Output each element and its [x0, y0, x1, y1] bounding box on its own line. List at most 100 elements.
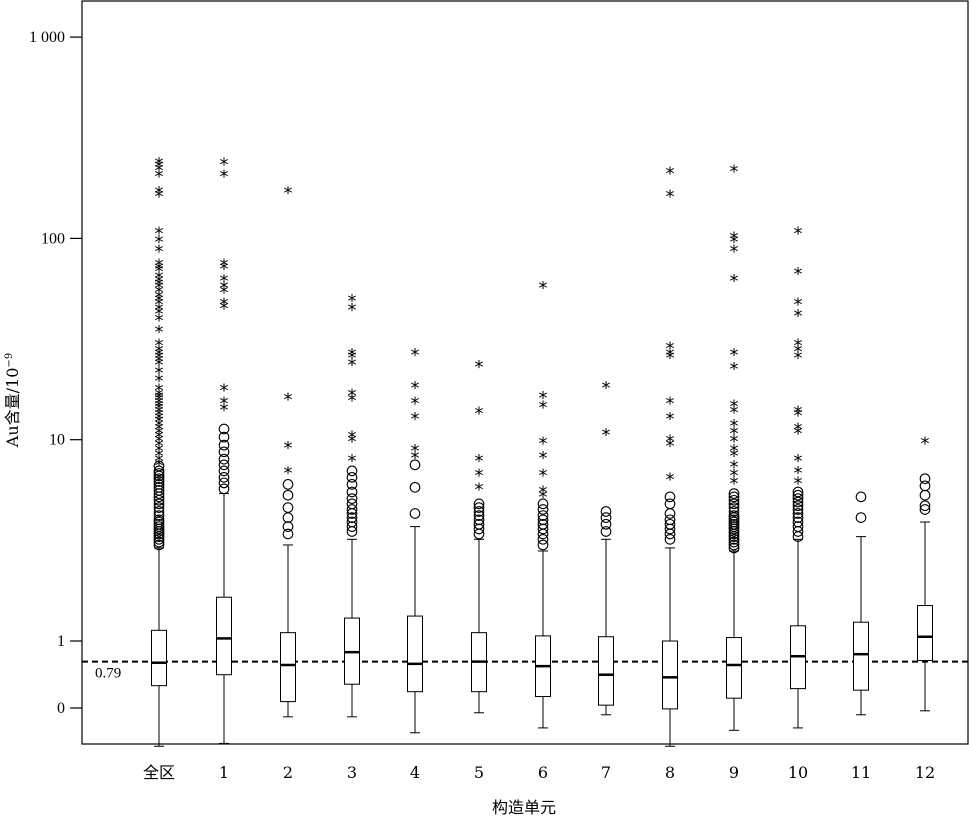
- outlier-12-3: [919, 480, 931, 492]
- outlier-5-5: [473, 506, 485, 517]
- extreme-0-1: *: [155, 451, 164, 472]
- extreme-0-38: *: [155, 275, 164, 296]
- extreme-0-19: *: [155, 385, 164, 406]
- boxplot-series: ****************************************…: [151, 154, 933, 747]
- extreme-9-15: *: [730, 229, 739, 250]
- extreme-6-3: *: [539, 448, 548, 469]
- extreme-10-8: *: [794, 342, 803, 363]
- extreme-0-36: *: [155, 283, 164, 304]
- outlier-0-18: [153, 485, 165, 496]
- extreme-0-41: *: [155, 262, 164, 283]
- box-8: [662, 640, 678, 710]
- y-axis-title-exponent: −9: [4, 353, 15, 368]
- x-tick-label-5: 5: [474, 763, 484, 782]
- extreme-9-14: *: [730, 232, 739, 253]
- extreme-0-2: *: [155, 446, 164, 467]
- y-axis-title-base: Au含量/10: [3, 368, 22, 449]
- outlier-4-2: [409, 459, 421, 471]
- outlier-0-21: [153, 476, 165, 487]
- extreme-0-15: *: [155, 396, 164, 417]
- outlier-12-1: [919, 500, 931, 512]
- extreme-0-45: *: [155, 232, 164, 253]
- box-9: [726, 637, 742, 699]
- outlier-1-1: [218, 477, 230, 489]
- extreme-4-1: *: [411, 448, 420, 469]
- box-group-11: [853, 491, 869, 716]
- outlier-1-4: [218, 459, 230, 471]
- extreme-0-18: *: [155, 388, 164, 409]
- outlier-9-1: [728, 539, 740, 551]
- outlier-0-1: [153, 536, 165, 548]
- outlier-10-4: [792, 512, 804, 523]
- extreme-10-11: *: [794, 295, 803, 316]
- extreme-8-3: *: [666, 409, 675, 430]
- extreme-1-0: *: [220, 400, 229, 421]
- outlier-8-7: [664, 491, 676, 503]
- outlier-3-2: [346, 516, 358, 528]
- outlier-12-4: [919, 473, 931, 485]
- extreme-9-8: *: [730, 402, 739, 423]
- extreme-0-11: *: [155, 409, 164, 430]
- outlier-9-0: [728, 542, 740, 554]
- outlier-1-6: [218, 446, 230, 458]
- extreme-1-11: *: [220, 155, 229, 176]
- x-tick-label-7: 7: [601, 763, 611, 782]
- extreme-10-5: *: [794, 405, 803, 426]
- extreme-1-7: *: [220, 271, 229, 292]
- outlier-6-0: [537, 539, 549, 551]
- outlier-12-2: [919, 489, 931, 501]
- extreme-0-28: *: [155, 336, 164, 357]
- extreme-1-1: *: [220, 393, 229, 414]
- extreme-6-1: *: [539, 482, 548, 503]
- extreme-9-13: *: [730, 242, 739, 263]
- extreme-0-51: *: [155, 157, 164, 178]
- outlier-1-5: [218, 453, 230, 465]
- outlier-6-4: [537, 518, 549, 530]
- outlier-9-2: [728, 536, 740, 548]
- extreme-0-16: *: [155, 393, 164, 414]
- extreme-0-37: *: [155, 278, 164, 299]
- extreme-4-3: *: [411, 393, 420, 414]
- outlier-0-22: [153, 473, 165, 485]
- box-group-10: **************: [790, 224, 806, 729]
- x-tick-label-1: 1: [219, 763, 229, 782]
- extreme-0-32: *: [155, 300, 164, 321]
- extreme-6-2: *: [539, 465, 548, 486]
- extreme-9-1: *: [730, 465, 739, 486]
- x-tick-label-0: 全区: [143, 763, 175, 782]
- extreme-3-5: *: [348, 355, 357, 376]
- outlier-5-3: [473, 514, 485, 526]
- extreme-0-0: *: [155, 456, 164, 477]
- extreme-10-6: *: [794, 402, 803, 423]
- outlier-1-7: [218, 439, 230, 451]
- extreme-4-5: *: [411, 345, 420, 366]
- extreme-0-49: *: [155, 166, 164, 187]
- extreme-0-50: *: [155, 161, 164, 182]
- extreme-8-5: *: [666, 348, 675, 369]
- x-tick-label-2: 2: [283, 763, 293, 782]
- x-tick-label-11: 11: [851, 763, 871, 782]
- extreme-6-6: *: [539, 388, 548, 409]
- extreme-3-6: *: [348, 348, 357, 369]
- box-group-7: **: [598, 378, 614, 716]
- extreme-3-4: *: [348, 385, 357, 406]
- extreme-8-1: *: [666, 436, 675, 457]
- outlier-0-0: [153, 539, 165, 551]
- extreme-8-7: *: [666, 339, 675, 360]
- outlier-0-13: [153, 502, 165, 513]
- outlier-6-6: [537, 510, 549, 521]
- outlier-1-3: [218, 465, 230, 477]
- extreme-4-0: *: [411, 441, 420, 462]
- box-group-4: ******: [407, 345, 423, 734]
- extreme-3-3: *: [348, 391, 357, 412]
- outlier-9-17: [728, 494, 740, 506]
- extreme-1-3: *: [220, 298, 229, 319]
- extreme-0-30: *: [155, 311, 164, 332]
- extreme-9-5: *: [730, 432, 739, 453]
- extreme-0-3: *: [155, 441, 164, 462]
- extreme-9-9: *: [730, 396, 739, 417]
- extreme-0-21: *: [155, 371, 164, 392]
- extreme-8-2: *: [666, 432, 675, 453]
- extreme-9-2: *: [730, 457, 739, 478]
